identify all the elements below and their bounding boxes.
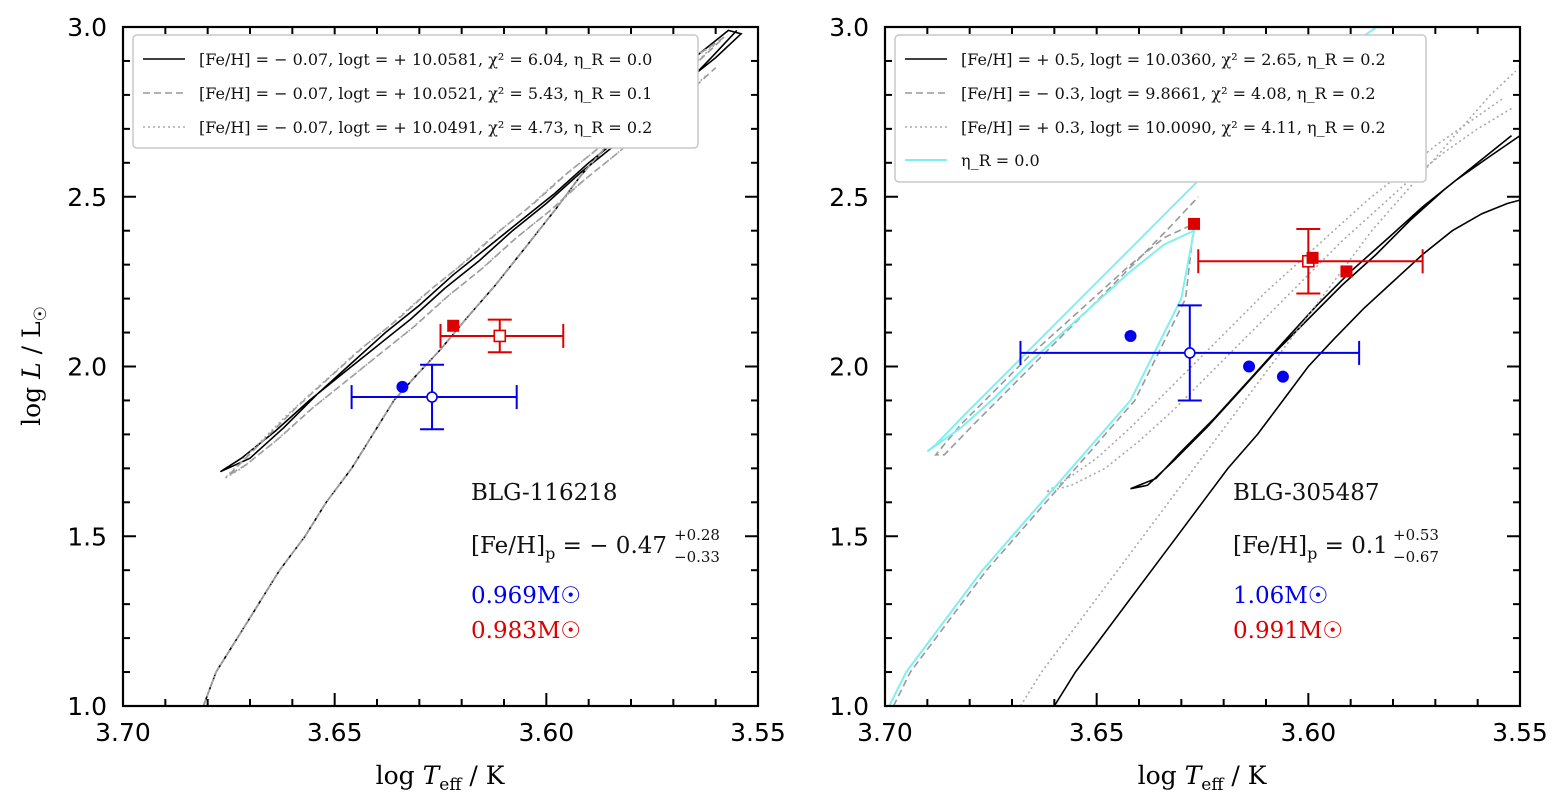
right-x-axis-label: log Teff / K	[1138, 761, 1268, 795]
right-feh-inf: −0.67	[1393, 548, 1439, 566]
left-plot-area	[202, 29, 743, 706]
x-tick-label: 3.55	[730, 718, 786, 747]
right-feh-sub: p	[1307, 544, 1317, 563]
left-feh-base: [Fe/H]	[471, 533, 545, 559]
right-legend-label-3: [Fe/H] = + 0.3, logt = 10.0090, χ² = 4.1…	[961, 118, 1386, 137]
left-annotations: BLG-116218 [Fe/H]p = − 0.47 +0.28 −0.33 …	[471, 480, 720, 644]
left-mass-red: 0.983M☉	[471, 618, 581, 644]
right-legend-label-4: η_R = 0.0	[961, 151, 1040, 170]
data-point-blue-model-2	[1243, 360, 1256, 373]
errorbar-blue-observed	[350, 363, 518, 431]
right-feh-annotation: [Fe/H]p = 0.1	[1233, 533, 1388, 563]
y-tick-label: 3.0	[829, 13, 869, 42]
y-tick-label: 1.0	[829, 692, 869, 721]
series-line-eta0.2	[202, 43, 717, 706]
series-line-feh+0.3	[1019, 70, 1517, 706]
right-legend-label-2: [Fe/H] = − 0.3, logt = 9.8661, χ² = 4.08…	[961, 84, 1376, 103]
x-tick-label: 3.70	[857, 718, 913, 747]
right-plot-area	[888, 27, 1520, 706]
right-feh-sup: +0.53	[1393, 526, 1439, 544]
x-tick-label: 3.70	[95, 718, 151, 747]
y-tick-label: 3.0	[67, 13, 107, 42]
x-tick-label: 3.65	[307, 718, 363, 747]
x-tick-label: 3.65	[1069, 718, 1125, 747]
right-legend: [Fe/H] = + 0.5, logt = 10.0360, χ² = 2.6…	[894, 34, 1427, 183]
data-point-red-model-1	[1188, 217, 1201, 230]
series-line-feh+0.5	[1053, 134, 1520, 706]
x-tick-label: 3.55	[1492, 718, 1548, 747]
left-y-axis-label: log L / L☉	[17, 306, 51, 426]
left-panel: 3.70 3.65 3.60 3.55 1.0 1.5 2.0 2.5 3.0 log Teff…	[17, 13, 786, 795]
y-tick-label: 2.5	[829, 183, 869, 212]
left-x-axis-label: log Teff / K	[376, 761, 506, 795]
left-feh-value: = − 0.47	[555, 533, 667, 559]
left-feh-inf: −0.33	[674, 548, 720, 566]
series-line-feh-0.3	[892, 196, 1199, 706]
left-feh-sub: p	[545, 544, 555, 563]
y-tick-label: 2.0	[829, 353, 869, 382]
data-point-red-model	[447, 319, 460, 332]
x-tick-label: 3.60	[518, 718, 574, 747]
y-tick-label: 1.0	[67, 692, 107, 721]
left-legend-label-1: [Fe/H] = − 0.07, logt = + 10.0581, χ² = …	[199, 50, 652, 69]
right-tick-labels: 3.70 3.65 3.60 3.55 1.0 1.5 2.0 2.5 3.0	[829, 13, 1548, 747]
left-tick-labels: 3.70 3.65 3.60 3.55 1.0 1.5 2.0 2.5 3.0	[67, 13, 786, 747]
left-mass-blue: 0.969M☉	[471, 583, 581, 609]
x-tick-label: 3.60	[1280, 718, 1336, 747]
right-ticks	[884, 26, 1521, 707]
right-panel: 3.70 3.65 3.60 3.55 1.0 1.5 2.0 2.5 3.0 log Teff…	[829, 13, 1548, 795]
y-tick-label: 2.5	[67, 183, 107, 212]
right-legend-box	[894, 34, 1427, 183]
data-point-red-model-3	[1340, 265, 1353, 278]
data-point-blue-model-3	[1276, 370, 1289, 383]
left-star-name: BLG-116218	[471, 480, 618, 506]
right-annotations: BLG-305487 [Fe/H]p = 0.1 +0.53 −0.67 1.0…	[1233, 480, 1439, 644]
y-tick-label: 2.0	[67, 353, 107, 382]
y-tick-label: 1.5	[829, 522, 869, 551]
left-legend-label-2: [Fe/H] = − 0.07, logt = + 10.0521, χ² = …	[199, 84, 652, 103]
left-legend-label-3: [Fe/H] = − 0.07, logt = + 10.0491, χ² = …	[199, 118, 652, 137]
errorbar-red-observed	[439, 318, 565, 354]
left-ticks	[122, 26, 759, 707]
data-point-red-model-2	[1306, 251, 1319, 264]
right-legend-label-1: [Fe/H] = + 0.5, logt = 10.0360, χ² = 2.6…	[961, 50, 1386, 69]
right-mass-blue: 1.06M☉	[1233, 583, 1328, 609]
data-point-blue-model	[396, 380, 409, 393]
y-tick-label: 1.5	[67, 522, 107, 551]
right-star-name: BLG-305487	[1233, 480, 1380, 506]
right-feh-value: = 0.1	[1317, 533, 1387, 559]
right-mass-red: 0.991M☉	[1233, 618, 1343, 644]
errorbar-blue-observed	[1019, 304, 1361, 402]
data-point-blue-model-1	[1124, 329, 1137, 342]
right-feh-base: [Fe/H]	[1233, 533, 1307, 559]
left-legend-box	[132, 34, 699, 149]
left-legend: [Fe/H] = − 0.07, logt = + 10.0581, χ² = …	[132, 34, 699, 149]
left-feh-annotation: [Fe/H]p = − 0.47	[471, 533, 667, 563]
left-feh-sup: +0.28	[674, 526, 720, 544]
